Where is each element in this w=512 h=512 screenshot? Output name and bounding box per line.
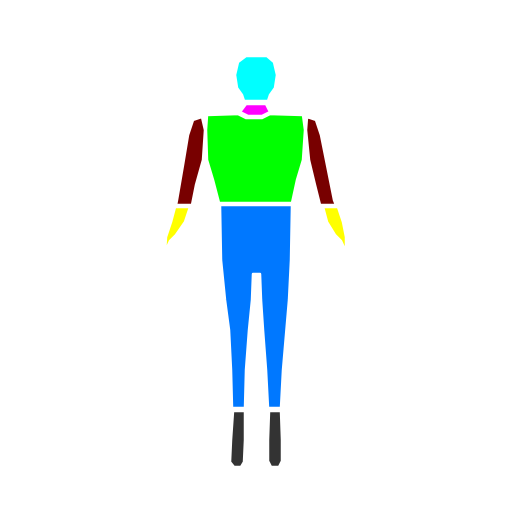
torso (204, 112, 307, 205)
lower-arm-right (321, 205, 348, 254)
upper-arm-right (304, 115, 338, 207)
foot-right (266, 409, 284, 469)
foot-left (228, 409, 247, 469)
legs (218, 203, 294, 410)
head (233, 54, 279, 103)
neck (238, 102, 272, 118)
upper-arm-left (174, 115, 207, 207)
lower-arm-left (163, 205, 192, 254)
body-parts (163, 54, 348, 469)
